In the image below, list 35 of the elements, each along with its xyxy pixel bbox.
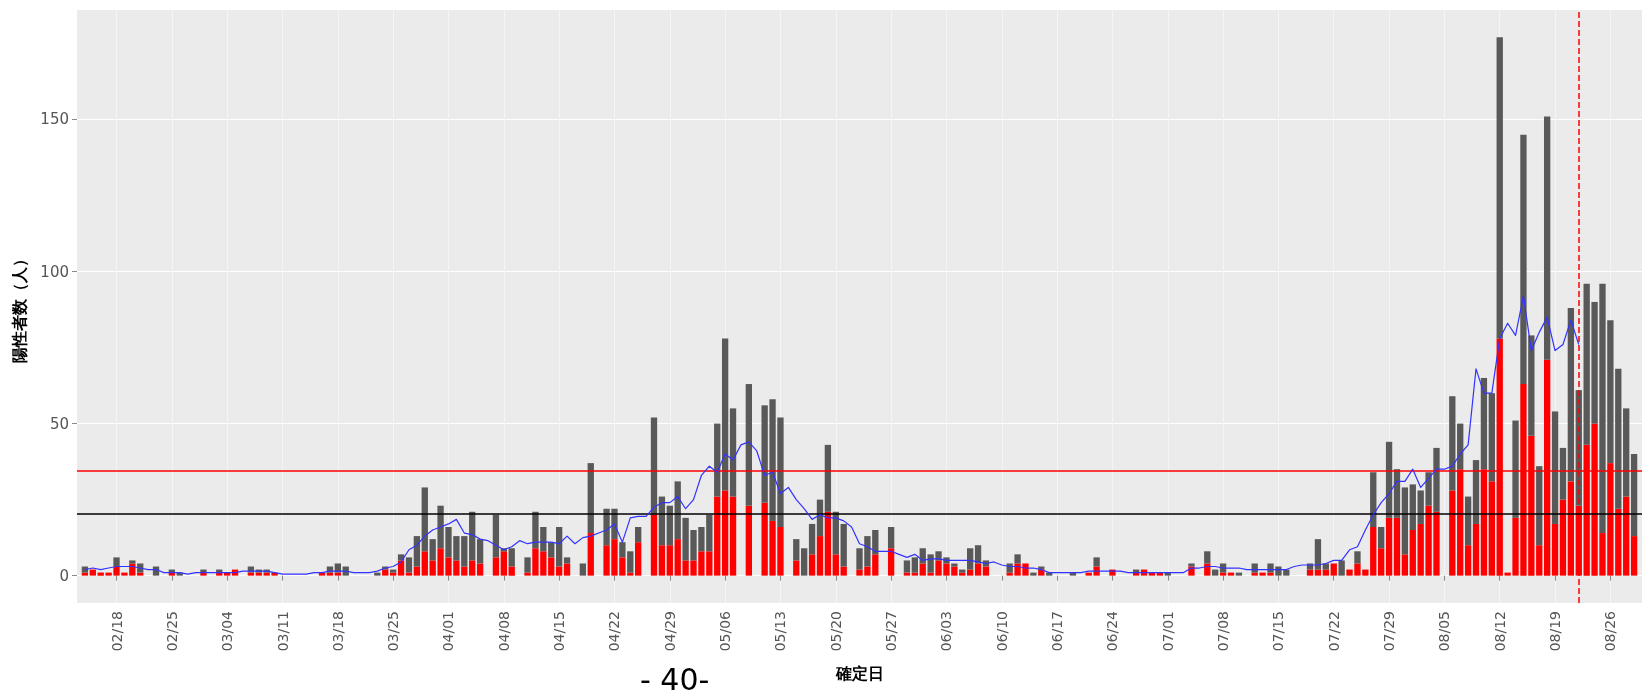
x-tick-label: 07/01 — [1159, 611, 1176, 652]
x-tick-label: 08/19 — [1547, 611, 1564, 652]
x-tick-label: 05/20 — [827, 611, 844, 652]
x-tick-label: 04/01 — [440, 611, 457, 652]
y-axis-title: 陽性者数（人） — [9, 250, 29, 363]
text: - 40- — [640, 661, 710, 697]
x-axis-title: 確定日 — [834, 663, 884, 683]
x-tick-label: 04/08 — [495, 611, 512, 652]
x-tick-label: 03/11 — [274, 611, 291, 652]
x-tick-label: 08/12 — [1491, 611, 1508, 652]
x-tick-label: 07/15 — [1270, 611, 1287, 652]
x-tick-label: 06/17 — [1049, 611, 1066, 652]
x-tick-label: 06/03 — [938, 611, 955, 652]
x-tick-label: 02/18 — [108, 611, 125, 652]
x-tick-label: 07/22 — [1325, 611, 1342, 652]
x-tick-label: 04/29 — [661, 611, 678, 652]
x-tick-label: 06/10 — [993, 611, 1010, 652]
x-tick-label: 03/25 — [385, 611, 402, 652]
x-tick-label: 08/05 — [1436, 611, 1453, 652]
y-tick-label: 100 — [40, 262, 69, 281]
x-tick-label: 07/29 — [1381, 611, 1398, 652]
x-tick-label: 07/08 — [1215, 611, 1232, 652]
x-tick-label: 05/13 — [772, 611, 789, 652]
x-tick-label: 05/06 — [717, 610, 734, 652]
x-tick-label: 06/24 — [1104, 610, 1121, 652]
y-tick-label: 150 — [40, 110, 69, 129]
y-tick-label: 0 — [59, 566, 69, 585]
x-tick-label: 04/15 — [551, 611, 568, 652]
x-tick-label: 02/25 — [163, 611, 180, 652]
x-tick-label: 03/18 — [329, 611, 346, 652]
x-tick-label: 03/04 — [219, 610, 236, 652]
x-tick-label: 08/26 — [1602, 610, 1619, 652]
y-tick-label: 50 — [49, 414, 69, 433]
x-tick-label: 04/22 — [606, 611, 623, 652]
x-tick-label: 05/27 — [883, 611, 900, 652]
